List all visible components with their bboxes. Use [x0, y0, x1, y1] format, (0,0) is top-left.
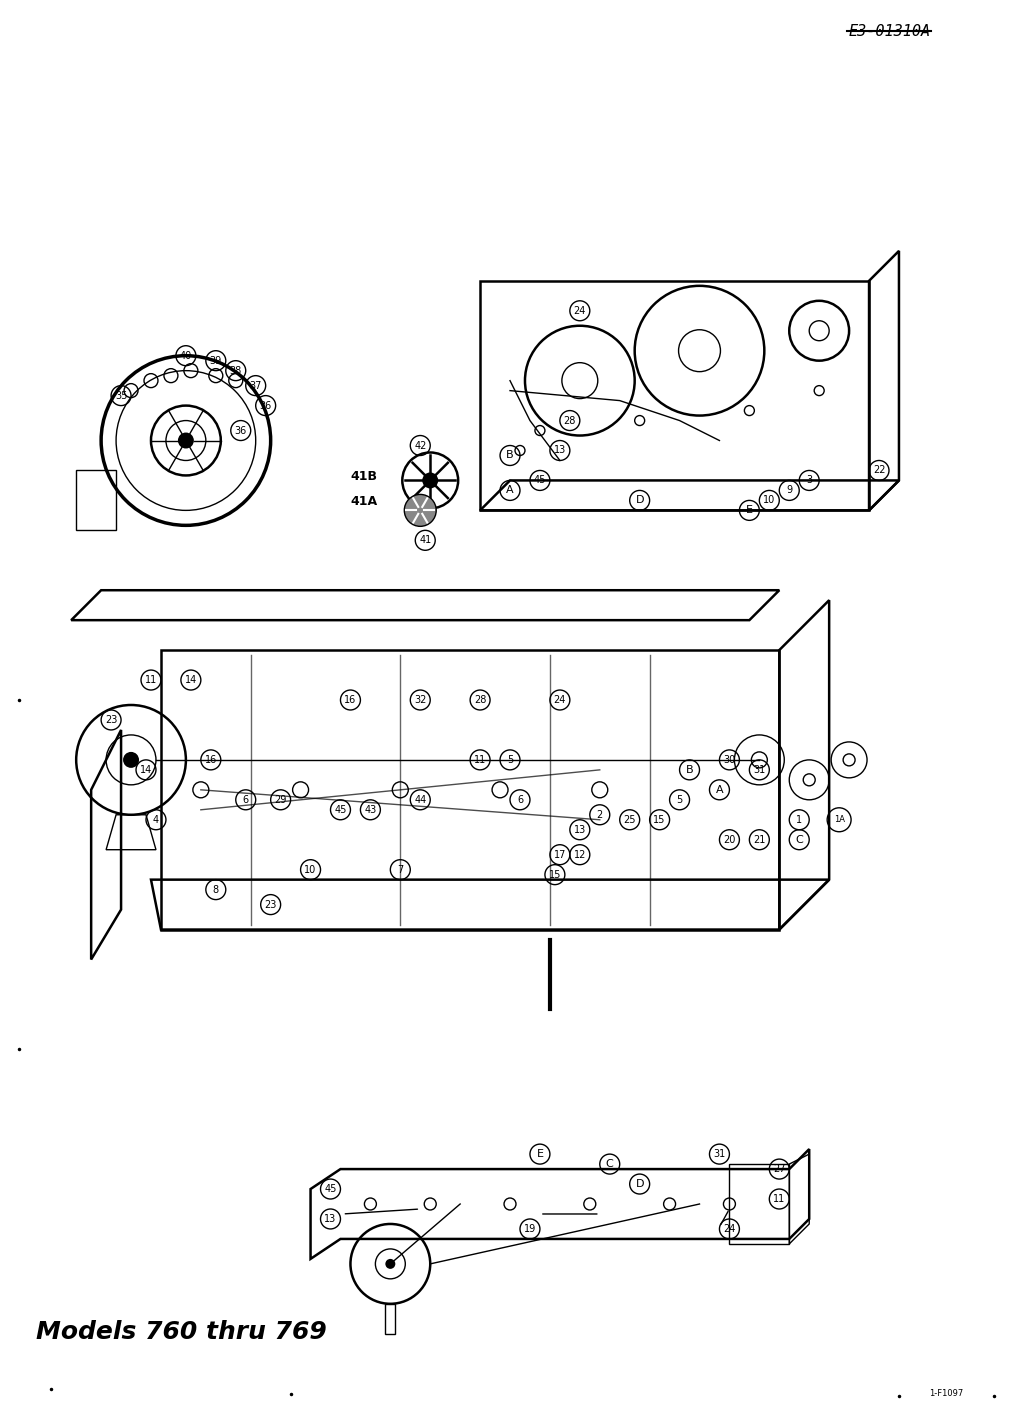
Circle shape	[422, 473, 439, 488]
Text: 13: 13	[574, 825, 586, 835]
Text: 20: 20	[723, 835, 736, 845]
Text: 32: 32	[414, 694, 426, 704]
Text: 16: 16	[204, 755, 217, 765]
Text: D: D	[636, 1179, 644, 1190]
Text: 4: 4	[153, 815, 159, 825]
Text: 5: 5	[676, 796, 683, 805]
Text: 13: 13	[324, 1214, 336, 1223]
Text: C: C	[796, 835, 803, 845]
Circle shape	[405, 494, 437, 526]
Text: 31: 31	[753, 765, 766, 774]
Text: 14: 14	[140, 765, 152, 774]
Circle shape	[385, 1258, 395, 1268]
Text: 10: 10	[764, 495, 775, 505]
Text: 15: 15	[653, 815, 666, 825]
Text: 11: 11	[773, 1194, 785, 1204]
Text: 16: 16	[345, 694, 357, 704]
Text: 17: 17	[554, 850, 567, 860]
Text: 41: 41	[419, 536, 431, 546]
Text: A: A	[507, 485, 514, 495]
Text: 28: 28	[474, 694, 486, 704]
Text: 45: 45	[334, 805, 347, 815]
Text: 45: 45	[324, 1184, 336, 1194]
Text: 36: 36	[234, 425, 247, 435]
Text: 10: 10	[304, 864, 317, 874]
Circle shape	[178, 432, 194, 449]
Text: 7: 7	[397, 864, 404, 874]
Circle shape	[123, 752, 139, 767]
Text: 1A: 1A	[834, 815, 844, 825]
Text: 44: 44	[414, 796, 426, 805]
Text: 14: 14	[185, 675, 197, 685]
Text: 1-F1097: 1-F1097	[930, 1389, 964, 1397]
Text: A: A	[715, 784, 723, 796]
Text: 11: 11	[144, 675, 157, 685]
Text: 22: 22	[873, 466, 885, 476]
Text: E: E	[746, 505, 753, 515]
Text: 24: 24	[574, 306, 586, 316]
Text: 45: 45	[534, 476, 546, 485]
Text: 23: 23	[105, 716, 118, 725]
Text: 41A: 41A	[351, 495, 378, 508]
Text: 28: 28	[563, 415, 576, 425]
Text: B: B	[507, 450, 514, 460]
Text: 30: 30	[723, 755, 736, 765]
Text: 11: 11	[474, 755, 486, 765]
Text: 35: 35	[115, 390, 127, 401]
Text: 15: 15	[549, 870, 561, 880]
Text: 21: 21	[753, 835, 766, 845]
Text: E3-01310A: E3-01310A	[849, 24, 931, 39]
Text: 12: 12	[574, 850, 586, 860]
Text: 9: 9	[786, 485, 793, 495]
Text: 6: 6	[517, 796, 523, 805]
Text: 42: 42	[414, 441, 426, 450]
Text: 1: 1	[796, 815, 802, 825]
Text: 40: 40	[180, 351, 192, 361]
Text: 25: 25	[623, 815, 636, 825]
Text: 2: 2	[596, 810, 603, 819]
Text: B: B	[685, 765, 694, 774]
Text: 13: 13	[554, 446, 566, 456]
Text: 24: 24	[554, 694, 567, 704]
Text: Models 760 thru 769: Models 760 thru 769	[36, 1320, 327, 1344]
Text: 41B: 41B	[351, 470, 378, 484]
Text: 36: 36	[260, 401, 271, 411]
Text: 38: 38	[230, 366, 241, 376]
Text: 29: 29	[275, 796, 287, 805]
Text: 43: 43	[364, 805, 377, 815]
Text: 19: 19	[524, 1223, 536, 1235]
Text: 8: 8	[213, 885, 219, 895]
Text: 5: 5	[507, 755, 513, 765]
Text: 27: 27	[773, 1164, 785, 1174]
Text: 23: 23	[264, 899, 277, 909]
Text: 31: 31	[713, 1149, 725, 1159]
Text: 3: 3	[806, 476, 812, 485]
Text: E: E	[537, 1149, 544, 1159]
Text: 39: 39	[209, 356, 222, 366]
Text: 37: 37	[250, 380, 262, 390]
Text: D: D	[636, 495, 644, 505]
Text: 24: 24	[723, 1223, 736, 1235]
Text: C: C	[606, 1159, 614, 1169]
Text: 6: 6	[243, 796, 249, 805]
